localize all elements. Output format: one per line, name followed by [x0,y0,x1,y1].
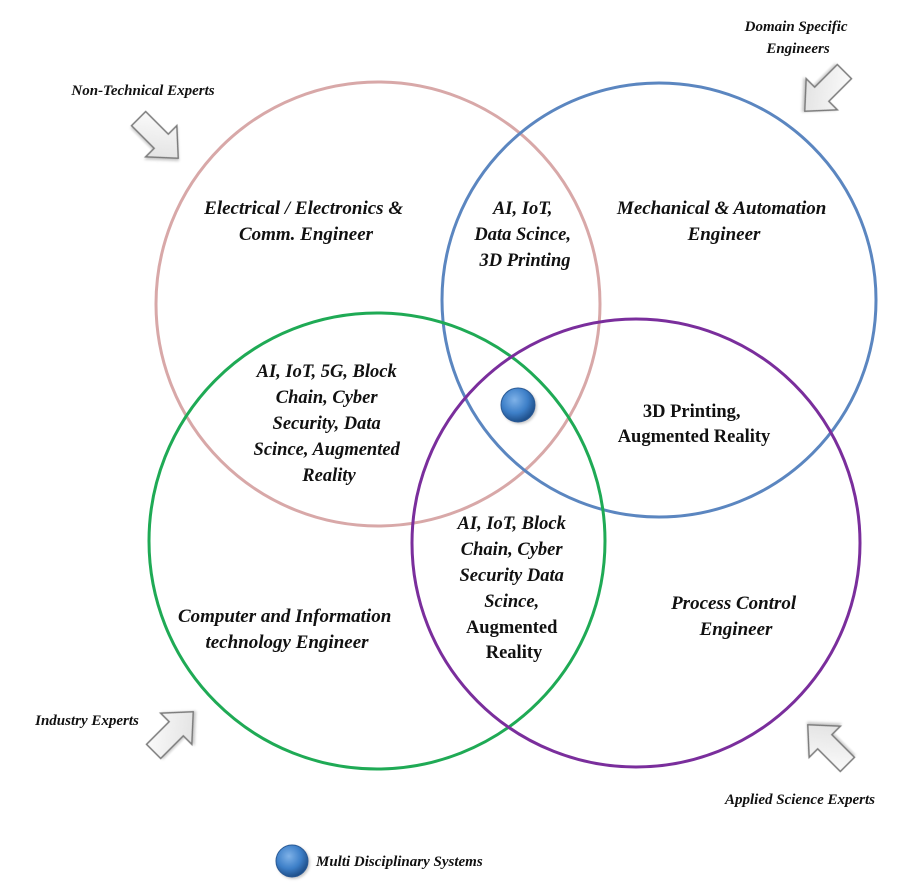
multi-disciplinary-node-icon [500,387,536,423]
arrow-industry-icon [145,711,194,760]
non-technical-experts-label: Non-Technical Experts [70,83,214,99]
overlap-mechanical-process: 3D Printing, Augmented Reality [618,402,771,447]
circle-process [410,317,862,769]
legend-label: Multi Disciplinary Systems [315,854,483,870]
overlap-electrical-computer: AI, IoT, 5G, Block Chain, Cyber Security… [254,362,405,486]
overlap-computer-process: AI, IoT, Block Chain, Cyber Security Dat… [457,514,571,663]
circle-computer [147,311,607,771]
arrow-applied-science-icon [807,724,856,773]
blue-node-icon [275,844,309,878]
process-label: Process Control Engineer [670,593,801,640]
industry-experts-label: Industry Experts [34,713,139,729]
legend: Multi Disciplinary Systems [275,844,483,878]
domain-specific-engineers-label: Domain Specific Engineers [744,19,852,57]
overlap-electrical-mechanical: AI, IoT, Data Scince, 3D Printing [473,199,575,271]
applied-science-experts-label: Applied Science Experts [724,792,875,808]
arrow-non-technical-icon [130,110,179,159]
circle-mechanical [440,81,878,519]
arrow-domain-specific-icon [804,63,853,112]
mechanical-label: Mechanical & Automation Engineer [616,198,831,245]
electrical-label: Electrical / Electronics & Comm. Enginee… [203,198,408,245]
computer-label: Computer and Information technology Engi… [178,606,396,653]
circle-electrical [154,80,602,528]
